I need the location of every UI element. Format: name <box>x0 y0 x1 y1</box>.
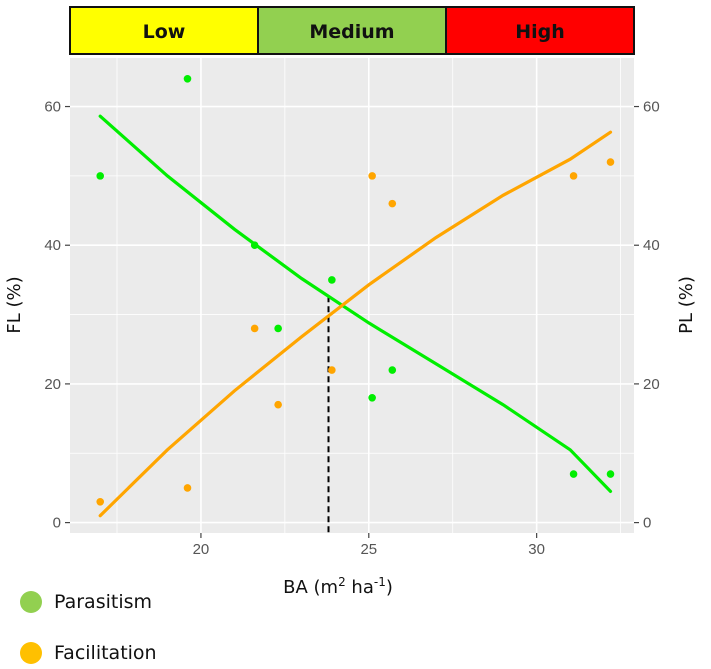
band-high <box>445 6 635 55</box>
point-facilitation <box>606 158 615 166</box>
y-tick-label-left: 60 <box>44 99 61 116</box>
x-tick-label: 20 <box>193 541 210 558</box>
data-points <box>96 75 615 506</box>
point-facilitation <box>274 400 282 409</box>
point-facilitation <box>388 199 397 208</box>
x-axis-title: BA (m2 ha-1) <box>283 575 393 598</box>
band-medium <box>257 6 447 55</box>
intensity-bands: Low Medium High <box>69 6 635 55</box>
point-parasitism <box>96 172 105 180</box>
point-facilitation <box>569 172 578 180</box>
x-tick-label: 25 <box>360 541 377 558</box>
point-parasitism <box>606 470 615 478</box>
fit-lines <box>98 114 613 518</box>
point-parasitism <box>183 75 192 83</box>
point-parasitism <box>368 393 376 402</box>
point-facilitation <box>96 497 105 506</box>
point-facilitation <box>250 324 259 333</box>
fit-line-facilitation <box>98 130 613 518</box>
point-facilitation <box>368 172 376 180</box>
band-label-medium: Medium <box>309 21 394 43</box>
band-low <box>69 6 259 55</box>
band-label-low: Low <box>143 21 186 43</box>
legend-item-parasitism: Parasitism <box>20 591 152 613</box>
legend-swatch-parasitism <box>20 591 42 613</box>
x-tick-label: 30 <box>528 541 545 558</box>
fit-line-parasitism <box>98 114 613 493</box>
legend-item-facilitation: Facilitation <box>20 642 157 664</box>
legend-label-parasitism: Parasitism <box>54 591 153 613</box>
point-facilitation <box>328 366 336 374</box>
legend-label-facilitation: Facilitation <box>54 642 157 664</box>
point-facilitation <box>183 484 192 492</box>
y-tick-label-right: 60 <box>643 99 660 116</box>
legend-swatch-facilitation <box>20 642 42 664</box>
y-tick-label-left: 0 <box>53 515 61 532</box>
point-parasitism <box>388 366 397 374</box>
y-axis-title-left: FL (%) <box>4 276 25 333</box>
point-parasitism <box>250 241 259 250</box>
point-parasitism <box>569 470 578 478</box>
y-tick-label-right: 20 <box>643 376 660 393</box>
axis-ticks: 20 25 30 0 0 20 20 40 40 60 60 <box>44 99 659 558</box>
band-label-high: High <box>515 21 565 43</box>
y-tick-label-left: 40 <box>44 237 61 254</box>
y-tick-label-right: 0 <box>643 515 651 532</box>
point-parasitism <box>328 276 336 284</box>
point-parasitism <box>274 324 282 333</box>
y-tick-label-right: 40 <box>643 237 660 254</box>
y-axis-title-right: PL (%) <box>676 276 697 334</box>
y-tick-label-left: 20 <box>44 376 61 393</box>
